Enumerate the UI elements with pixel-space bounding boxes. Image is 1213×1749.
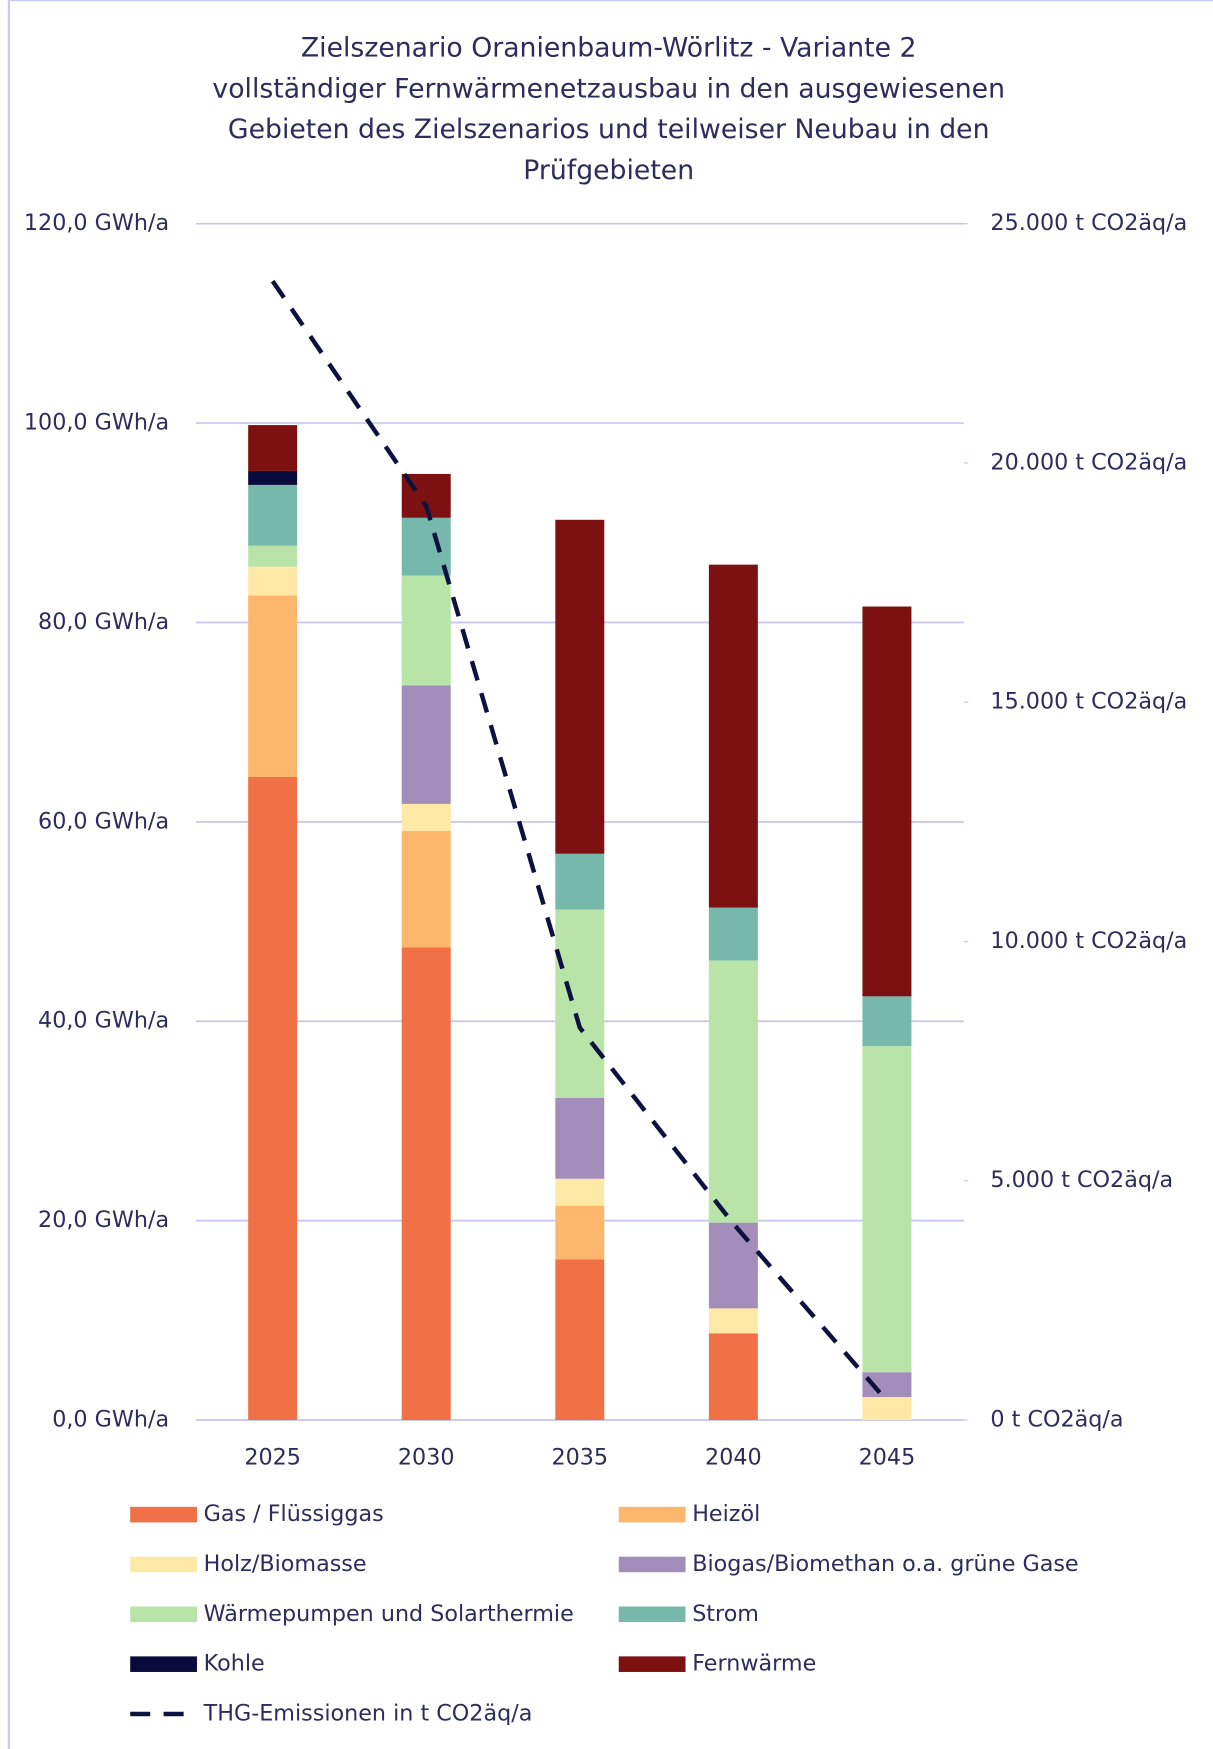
bar-segment (708, 1308, 758, 1334)
bar-segment (708, 1222, 758, 1309)
bar-segment (248, 425, 298, 471)
bar-segment (248, 484, 298, 546)
chart-title: Zielszenario Oranienbaum-Wörlitz - Varia… (301, 32, 917, 63)
y2-tick-label: 25.000 t CO2äq/a (990, 210, 1187, 236)
y-tick-label: 20,0 GWh/a (38, 1207, 169, 1233)
frame (7, 0, 1213, 1749)
chart-title: Prüfgebieten (523, 155, 694, 186)
bar-segment (248, 545, 298, 567)
legend-label: Kohle (204, 1651, 265, 1677)
bar-segment (555, 1205, 605, 1260)
legend-swatch (130, 1556, 197, 1573)
bar-segment (862, 1372, 912, 1398)
legend-label: Heizöl (692, 1501, 760, 1527)
bar-segment (401, 685, 451, 804)
bar-segment (862, 1397, 912, 1421)
legend-swatch (618, 1656, 686, 1672)
y2-tick-label: 10.000 t CO2äq/a (990, 928, 1187, 954)
bar-segment (401, 575, 451, 686)
legend-swatch (618, 1506, 686, 1523)
legend-label: THG-Emissionen in t CO2äq/a (203, 1701, 533, 1727)
y2-tick-label: 20.000 t CO2äq/a (990, 449, 1187, 475)
bar-segment (401, 803, 451, 831)
y2-tick-label: 5.000 t CO2äq/a (990, 1167, 1173, 1193)
emission-line (270, 279, 889, 1403)
legend-label: Holz/Biomasse (204, 1551, 367, 1577)
legend-label: Wärmepumpen und Solarthermie (204, 1601, 574, 1627)
x-tick-label: 2035 (551, 1444, 608, 1470)
bar-segment (555, 853, 605, 910)
y2-tick-label: 0 t CO2äq/a (990, 1407, 1123, 1433)
y-tick-label: 60,0 GWh/a (38, 808, 169, 834)
y-tick-label: 0,0 GWh/a (52, 1407, 169, 1433)
bar-segment (555, 519, 605, 854)
legend-label: Gas / Flüssiggas (204, 1501, 384, 1527)
chart-title: vollständiger Fernwärmenetzausbau in den… (212, 73, 1005, 104)
legend-swatch (130, 1656, 197, 1672)
bar-segment (708, 564, 758, 908)
legend-label: Biogas/Biomethan o.a. grüne Gase (692, 1551, 1078, 1577)
legend-swatch (130, 1606, 197, 1623)
bar-segment (862, 1046, 912, 1373)
y-tick-label: 100,0 GWh/a (24, 410, 169, 436)
legend-swatch (130, 1506, 197, 1523)
bar-segment (862, 606, 912, 997)
legend-label: Fernwärme (692, 1651, 816, 1677)
x-tick-label: 2040 (705, 1444, 762, 1470)
y2-tick-label: 15.000 t CO2äq/a (990, 689, 1187, 715)
bar-segment (708, 1333, 758, 1421)
bar-segment (708, 960, 758, 1223)
legend-swatch (618, 1606, 686, 1623)
bar-segment (401, 830, 451, 948)
bar-segment (248, 777, 298, 1421)
chart-title: Gebieten des Zielszenarios und teilweise… (228, 114, 990, 145)
y-tick-label: 40,0 GWh/a (38, 1008, 169, 1034)
bar-segment (555, 1178, 605, 1206)
bar-segment (708, 907, 758, 961)
bar-segment (248, 595, 298, 778)
x-tick-label: 2030 (398, 1444, 455, 1470)
y-tick-label: 120,0 GWh/a (24, 210, 169, 236)
y-tick-label: 80,0 GWh/a (38, 609, 169, 635)
bar-segment (401, 947, 451, 1421)
bar-segment (555, 1259, 605, 1421)
bar-segment (555, 1098, 605, 1179)
bar-segment (555, 909, 605, 1099)
x-tick-label: 2045 (859, 1444, 916, 1470)
legend-label: Strom (692, 1601, 759, 1627)
legend-swatch (618, 1556, 686, 1573)
bar-segment (248, 470, 298, 485)
bar-segment (862, 996, 912, 1047)
x-tick-label: 2025 (244, 1444, 301, 1470)
bar-segment (248, 566, 298, 596)
